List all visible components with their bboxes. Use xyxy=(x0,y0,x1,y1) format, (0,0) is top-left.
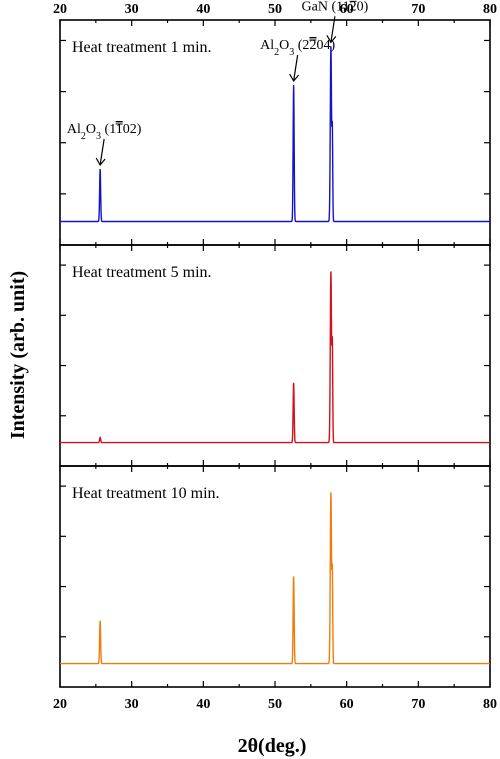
panels-group: Heat treatment 1 min. Al2O3 (1102) Al2O3 (… xyxy=(59,0,491,688)
x-tick-label-bottom: 40 xyxy=(196,697,210,712)
panel-1: Heat treatment 1 min. Al2O3 (1102) Al2O3 (… xyxy=(59,0,491,246)
peak-annotation: Al2O3 (1102) xyxy=(67,122,142,167)
panel-title: Heat treatment 10 min. xyxy=(72,485,220,502)
annotation-label: Al2O3 (1102) xyxy=(67,122,142,142)
annotation-label: GaN (1120) xyxy=(302,0,369,14)
x-tick-label-bottom: 80 xyxy=(483,697,497,712)
x-tick-label-top: 50 xyxy=(268,2,282,17)
panel-title: Heat treatment 5 min. xyxy=(72,264,212,281)
peak-annotation: Al2O3 (2204) xyxy=(260,38,335,83)
x-tick-label-bottom: 50 xyxy=(268,697,282,712)
annotation-arrowhead xyxy=(289,73,300,83)
annotation-arrow xyxy=(330,16,336,43)
spectrum-line xyxy=(60,271,490,444)
x-tick-label-top: 70 xyxy=(411,2,425,17)
x-tick-label-top: 20 xyxy=(53,2,67,17)
annotation-arrowhead xyxy=(326,35,337,44)
x-tick-label-bottom: 60 xyxy=(340,697,354,712)
x-axis-label: 2θ(deg.) xyxy=(238,735,307,757)
x-tick-label-top: 60 xyxy=(340,2,354,17)
x-tick-label-top: 30 xyxy=(125,2,139,17)
x-tick-label-bottom: 20 xyxy=(53,697,67,712)
panel-title: Heat treatment 1 min. xyxy=(72,39,212,56)
x-tick-label-top: 80 xyxy=(483,2,497,17)
x-tick-label-bottom: 30 xyxy=(125,697,139,712)
y-axis-label: Intensity (arb. unit) xyxy=(7,271,29,439)
x-tick-label-top: 40 xyxy=(196,2,210,17)
axes-group: 20 20 30 30 40 40 50 50 60 60 70 70 80 80 xyxy=(53,2,497,712)
annotation-label: Al2O3 (2204) xyxy=(260,38,335,58)
panel-2: Heat treatment 5 min. xyxy=(59,244,491,467)
spectrum-line xyxy=(60,492,490,665)
peak-annotation: GaN (1120) xyxy=(302,0,369,44)
x-tick-label-bottom: 70 xyxy=(411,697,425,712)
annotation-arrowhead xyxy=(95,157,106,167)
annotation-arrow xyxy=(99,138,105,166)
annotation-arrow xyxy=(293,54,299,82)
panel-3: Heat treatment 10 min. xyxy=(59,465,491,688)
spectrum-line xyxy=(60,46,490,223)
